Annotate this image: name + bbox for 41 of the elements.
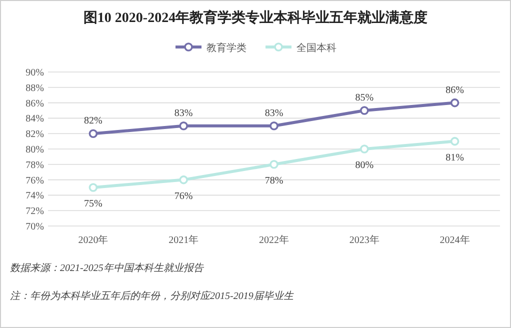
point [270, 160, 278, 169]
y-tick-label: 90% [26, 68, 44, 78]
y-tick-label: 72% [26, 206, 44, 218]
point [88, 129, 98, 138]
point [270, 122, 278, 130]
data-label: 86% [446, 84, 464, 96]
text: 注：年份为本科毕业五年后的年份，分别对应2015-2019届毕业生 [10, 290, 294, 302]
data-label: 75% [84, 198, 102, 210]
point [88, 183, 98, 192]
legend-label: 全国本科 [296, 42, 336, 54]
y-tick-label: 82% [26, 129, 44, 140]
point [179, 122, 188, 130]
y-tick-label: 76% [26, 175, 44, 186]
data-label: 83% [264, 108, 284, 119]
y-tick-label: 80% [26, 144, 44, 156]
y-tick-label: 78% [26, 160, 44, 171]
y-tick-label: 70% [26, 222, 44, 232]
data-label: 80% [355, 160, 374, 171]
point [360, 106, 369, 115]
x-tick-label: 2022年 [259, 234, 289, 246]
data-label: 78% [264, 175, 284, 186]
data-label: 82% [84, 116, 102, 127]
x-tick-label: 2021年 [168, 234, 199, 246]
point [179, 175, 188, 184]
point [450, 98, 460, 108]
point [450, 136, 460, 146]
x-tick-label: 2024年 [440, 234, 470, 246]
y-tick-label: 86% [26, 98, 44, 110]
y-tick-label: 74% [26, 190, 44, 202]
chart-title: 图10 2020-2024年教育学类专业本科毕业五年就业满意度 [83, 9, 428, 26]
data-label: 81% [446, 152, 464, 164]
x-tick-label: 2023年 [349, 234, 380, 246]
data-label: 83% [174, 108, 193, 119]
source-note: 数据来源：2021-2025年中国本科生就业报告 [10, 262, 204, 274]
data-label: 76% [174, 190, 193, 202]
x-tick-label: 2020年 [78, 234, 108, 246]
data-label: 85% [355, 92, 374, 104]
legend-label: 教育学类 [206, 42, 246, 54]
y-tick-label: 84% [26, 114, 44, 125]
point [360, 144, 369, 154]
y-tick-label: 88% [26, 82, 44, 94]
